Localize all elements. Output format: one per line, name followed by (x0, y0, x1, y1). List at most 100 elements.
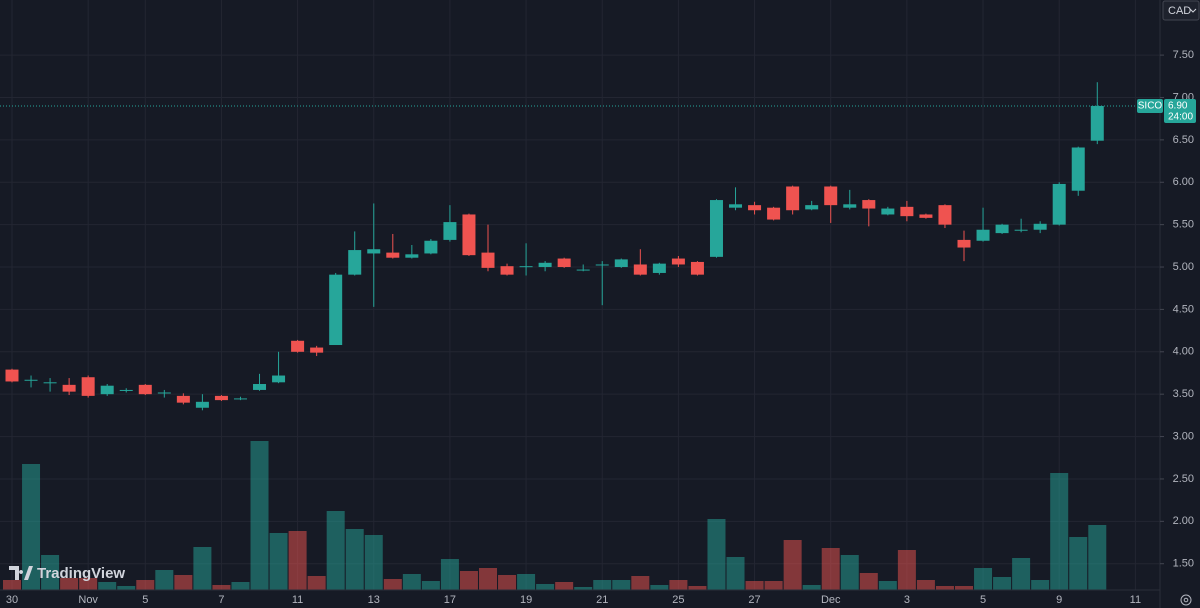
candle-body (462, 214, 476, 256)
volume-bar (897, 550, 916, 590)
symbol-label: SICO (1138, 101, 1163, 112)
y-tick-label: 6.00 (1173, 176, 1194, 188)
candle-body (576, 269, 590, 271)
candle-body (519, 266, 533, 268)
volume-bar (631, 576, 650, 590)
volume-bar (402, 574, 421, 590)
volume-bar (593, 580, 612, 590)
y-tick-label: 5.50 (1173, 219, 1194, 231)
countdown-label: 24:00 (1168, 112, 1193, 123)
volume-bar (517, 574, 536, 590)
y-tick-label: 1.50 (1173, 558, 1194, 570)
volume-bar (307, 576, 326, 590)
volume-bar (574, 587, 593, 590)
volume-bar (383, 579, 402, 590)
volume-bar (707, 519, 726, 590)
candle-body (595, 264, 609, 266)
y-tick-label: 4.50 (1173, 303, 1194, 315)
candle-body (614, 259, 628, 268)
volume-bar (22, 464, 41, 590)
candle-body (310, 347, 324, 353)
y-tick-label: 5.00 (1173, 261, 1194, 273)
volume-bar (974, 568, 993, 590)
x-tick-label: 30 (6, 594, 18, 606)
volume-bar (650, 585, 669, 590)
candle-body (62, 384, 76, 392)
volume-bar (1012, 558, 1031, 590)
gear[interactable] (1180, 594, 1192, 606)
logo-text: TradingView (37, 565, 125, 582)
candle-body (881, 208, 895, 215)
y-tick-label: 3.00 (1173, 430, 1194, 442)
volume-bar (802, 585, 821, 590)
candle-body (43, 382, 57, 384)
x-tick-label: 9 (1056, 594, 1062, 606)
y-tick-label: 6.50 (1173, 134, 1194, 146)
volume-bar (612, 580, 631, 590)
candle-body (405, 254, 419, 258)
candle-body (1071, 147, 1085, 191)
y-tick-label: 2.50 (1173, 473, 1194, 485)
volume-bar (783, 540, 802, 590)
volume-bar (345, 529, 364, 590)
candle-body (138, 384, 152, 395)
candle-body (748, 205, 762, 211)
price-tag (1164, 98, 1196, 123)
candle-body (157, 392, 171, 394)
x-tick-label: Dec (821, 594, 841, 606)
candle-body (690, 261, 704, 275)
volume-bar (498, 575, 517, 590)
currency-button[interactable]: CAD (1162, 0, 1200, 21)
volume-bar (726, 557, 745, 590)
settings-icon[interactable] (1180, 594, 1192, 606)
candle-body (862, 200, 876, 209)
candle-body (995, 224, 1009, 234)
candle-body (786, 186, 800, 211)
volume-bar (60, 578, 79, 590)
candle-body (976, 229, 990, 241)
volume-bar (536, 584, 555, 590)
candle-body (176, 395, 190, 403)
volume-bar (117, 586, 136, 590)
volume-bar (688, 586, 707, 590)
volume-bar (250, 441, 269, 590)
candle-body (900, 206, 914, 217)
volume-bar (764, 581, 783, 590)
volume-bar (155, 570, 174, 590)
candle-body (1090, 105, 1104, 141)
currency-label[interactable]: CAD (1168, 5, 1191, 17)
volume-bar (935, 586, 954, 590)
volume-bar (1088, 525, 1107, 590)
x-tick-label: 19 (520, 594, 532, 606)
candle-body (386, 252, 400, 258)
candle-body (100, 385, 114, 395)
x-tick-label: 5 (980, 594, 986, 606)
y-tick-label: 2.00 (1173, 515, 1194, 527)
price-label: 6.90 (1168, 101, 1188, 112)
y-tick-label: 4.00 (1173, 346, 1194, 358)
candle-body (272, 375, 286, 383)
logo-icon (9, 566, 33, 580)
candle-body (805, 205, 819, 210)
volume-bar (174, 575, 193, 590)
candle-body (424, 240, 438, 254)
candle-body (1052, 183, 1066, 225)
volume-bar (821, 548, 840, 590)
logo: TradingView (9, 565, 125, 582)
volume-bar (993, 577, 1012, 590)
chevron (1189, 8, 1197, 13)
volume-bar (212, 585, 231, 590)
candle-body (81, 377, 95, 396)
candle-body (843, 204, 857, 208)
volume-bar (840, 555, 859, 590)
candle-body (633, 264, 647, 275)
volume-bar (288, 531, 307, 590)
x-tick-label: Nov (78, 594, 98, 606)
currency-box[interactable] (1162, 0, 1200, 21)
volume-bar (269, 533, 288, 590)
x-tick-label: 11 (1130, 594, 1141, 606)
volume-bar (669, 580, 688, 590)
volume-bar (231, 582, 250, 590)
